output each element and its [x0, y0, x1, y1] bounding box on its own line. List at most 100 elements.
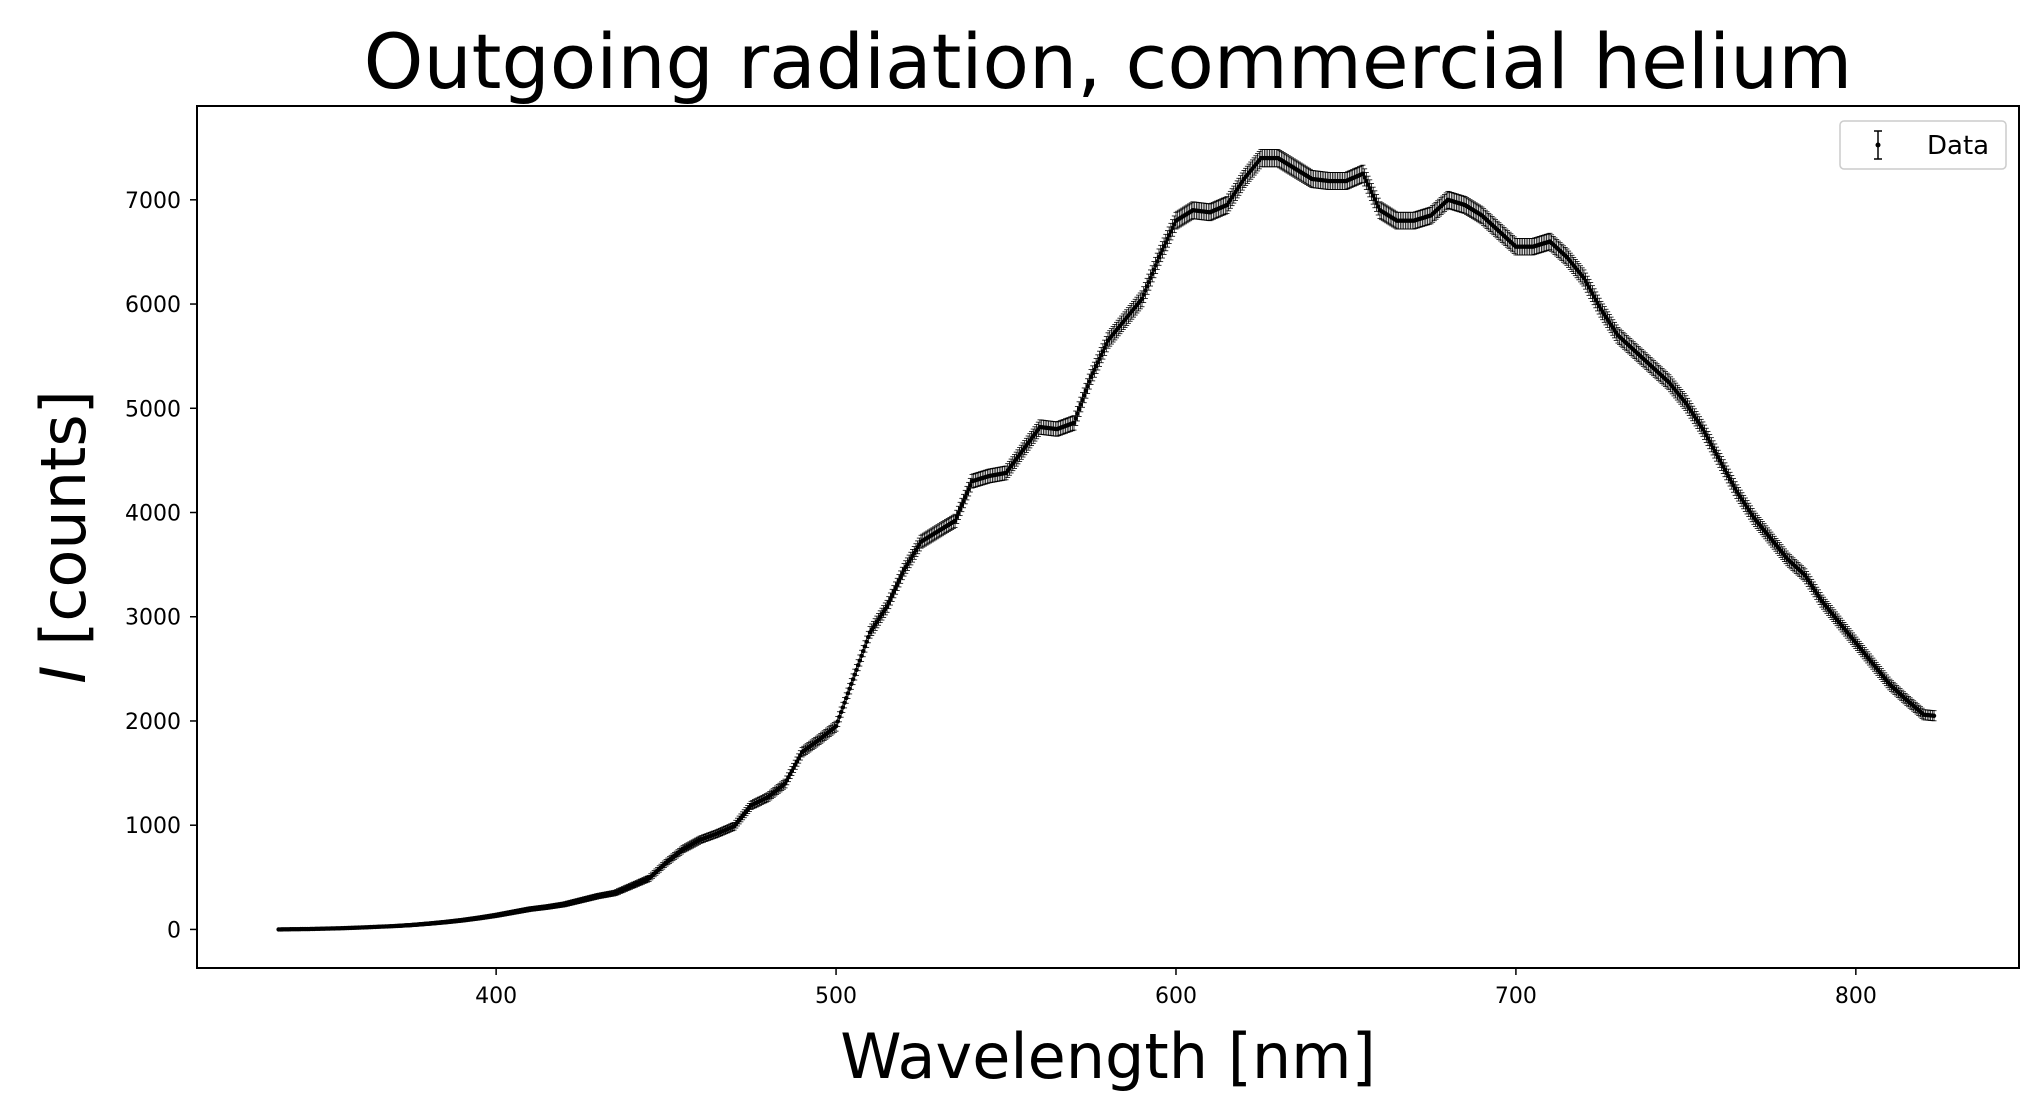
- y-axis-label-units: [counts]: [27, 390, 100, 665]
- data-point: [1931, 713, 1937, 718]
- data-point: [835, 719, 840, 724]
- data-point: [1090, 371, 1095, 376]
- x-axis-label: Wavelength [nm]: [840, 1020, 1376, 1093]
- legend: Data: [1839, 120, 2007, 170]
- data-point: [1100, 349, 1106, 354]
- data-point: [1093, 363, 1099, 369]
- data-point: [840, 705, 846, 710]
- data-point: [1097, 356, 1102, 361]
- data-point: [893, 585, 898, 591]
- data-point: [900, 571, 905, 576]
- data-point: [1104, 341, 1109, 347]
- plot-frame: [196, 105, 2020, 969]
- data-point: [959, 502, 965, 508]
- data-point: [889, 593, 895, 598]
- data-point: [1144, 284, 1150, 289]
- y-ticks: 0 1000 2000 3000 4000 5000 6000 7000: [125, 189, 197, 943]
- x-tick-label: 500: [815, 984, 857, 1009]
- data-point: [837, 714, 842, 720]
- data-point: [964, 490, 970, 496]
- data-point: [1364, 178, 1369, 184]
- data-point: [963, 494, 968, 500]
- data-point: [1141, 292, 1146, 297]
- data-point: [1143, 288, 1148, 293]
- data-point: [1082, 393, 1087, 398]
- data-point: [1367, 186, 1372, 191]
- data-point: [1078, 402, 1084, 407]
- data-point: [1360, 171, 1366, 176]
- y-tick-label: 7000: [125, 189, 181, 214]
- data-point: [1170, 225, 1175, 231]
- data-point: [842, 700, 847, 705]
- data-point: [866, 634, 871, 640]
- data-point: [1160, 247, 1165, 253]
- data-point: [1166, 233, 1172, 238]
- x-tick-label: 800: [1835, 984, 1877, 1009]
- y-tick-label: 6000: [125, 293, 181, 318]
- data-point: [957, 506, 963, 512]
- x-tick-label: 400: [475, 984, 517, 1009]
- data-point: [1085, 383, 1090, 389]
- y-axis-label: I [counts]: [27, 390, 100, 684]
- data-point: [1076, 406, 1082, 412]
- data-point: [1168, 229, 1174, 234]
- data-point: [895, 582, 900, 587]
- data-point: [849, 681, 854, 687]
- y-tick-label: 0: [167, 918, 181, 943]
- x-tick-label: 700: [1495, 984, 1537, 1009]
- data-point: [1099, 352, 1104, 358]
- legend-box: [1839, 120, 2007, 170]
- data-point: [1139, 296, 1145, 302]
- y-axis-label-italic: I: [27, 666, 100, 684]
- y-tick-label: 5000: [125, 397, 181, 422]
- data-point: [1155, 259, 1160, 264]
- data-point: [1083, 388, 1089, 393]
- legend-label: Data: [1927, 131, 1989, 161]
- data-point: [1146, 279, 1151, 285]
- data-point: [1158, 251, 1163, 256]
- data-point: [859, 653, 864, 659]
- data-point: [861, 648, 866, 654]
- data-point: [1376, 204, 1381, 209]
- data-point: [896, 578, 902, 583]
- data-point: [1088, 374, 1094, 380]
- data-point: [855, 663, 861, 668]
- data-point: [888, 596, 893, 602]
- data-point: [1073, 416, 1078, 421]
- data-point: [1087, 379, 1092, 384]
- data-point: [862, 644, 868, 649]
- data-point: [891, 589, 897, 594]
- data-point: [1370, 193, 1376, 198]
- chart-title: Outgoing radiation, commercial helium: [364, 17, 1853, 106]
- data-point: [1156, 254, 1162, 260]
- data-point: [1365, 182, 1371, 187]
- data-point: [1161, 243, 1167, 249]
- data-point: [1374, 200, 1379, 206]
- error-bars: [396, 149, 1937, 928]
- data-point: [954, 514, 959, 520]
- data-point: [1080, 397, 1085, 403]
- data-point: [1153, 263, 1158, 268]
- y-tick-label: 4000: [125, 502, 181, 527]
- data-point: [1151, 267, 1157, 272]
- data-point: [968, 482, 973, 488]
- data-point: [961, 498, 966, 504]
- data-point: [952, 518, 958, 524]
- data-point: [956, 510, 961, 516]
- data-point: [838, 709, 844, 715]
- data-point: [847, 686, 852, 691]
- data-point: [1102, 345, 1107, 351]
- data-point: [1075, 411, 1080, 416]
- data-point: [966, 486, 971, 492]
- data-point: [852, 672, 857, 677]
- data-point: [850, 677, 856, 682]
- data-point: [1172, 222, 1177, 227]
- data-point: [845, 691, 851, 696]
- data-point: [1163, 240, 1168, 245]
- data-point: [854, 667, 859, 673]
- data-point: [884, 604, 890, 609]
- data-point: [864, 639, 869, 644]
- data-point: [1362, 175, 1367, 180]
- y-tick-label: 3000: [125, 606, 181, 631]
